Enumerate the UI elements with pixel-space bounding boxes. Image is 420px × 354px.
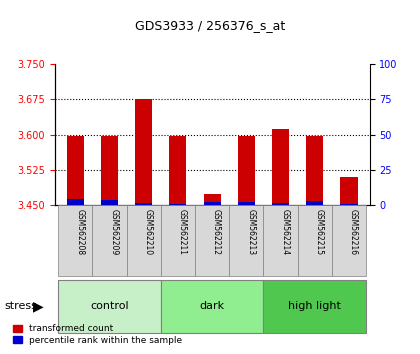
Text: GSM562212: GSM562212 [212, 209, 221, 255]
Bar [238, 201, 255, 205]
Bar [169, 204, 186, 205]
FancyBboxPatch shape [58, 280, 161, 333]
Legend: transformed count, percentile rank within the sample: transformed count, percentile rank withi… [9, 320, 187, 349]
Bar [101, 136, 118, 205]
FancyBboxPatch shape [195, 205, 229, 276]
Text: dark: dark [200, 301, 225, 311]
FancyBboxPatch shape [92, 205, 126, 276]
Text: GSM562209: GSM562209 [109, 209, 118, 255]
Bar [204, 194, 220, 205]
Bar [169, 136, 186, 205]
Text: GDS3933 / 256376_s_at: GDS3933 / 256376_s_at [135, 19, 285, 32]
Bar [101, 200, 118, 205]
Text: GSM562211: GSM562211 [178, 209, 187, 255]
Text: stress: stress [4, 301, 37, 311]
Text: control: control [90, 301, 129, 311]
FancyBboxPatch shape [161, 280, 263, 333]
Text: high light: high light [289, 301, 341, 311]
Bar [341, 204, 357, 205]
Bar [204, 202, 220, 205]
Bar [341, 177, 357, 205]
Bar [135, 99, 152, 205]
Bar [135, 203, 152, 205]
Bar [67, 199, 84, 205]
Text: GSM562216: GSM562216 [349, 209, 358, 255]
FancyBboxPatch shape [332, 205, 366, 276]
Bar [306, 136, 323, 205]
Text: GSM562215: GSM562215 [315, 209, 324, 255]
FancyBboxPatch shape [161, 205, 195, 276]
FancyBboxPatch shape [263, 280, 366, 333]
Bar [238, 136, 255, 205]
FancyBboxPatch shape [229, 205, 263, 276]
Text: GSM562210: GSM562210 [144, 209, 152, 255]
Text: GSM562213: GSM562213 [247, 209, 255, 255]
Text: GSM562208: GSM562208 [75, 209, 84, 255]
FancyBboxPatch shape [263, 205, 298, 276]
Bar [306, 201, 323, 205]
Text: ▶: ▶ [32, 299, 43, 313]
FancyBboxPatch shape [126, 205, 161, 276]
Bar [272, 129, 289, 205]
FancyBboxPatch shape [298, 205, 332, 276]
Bar [272, 203, 289, 205]
Bar [67, 136, 84, 205]
Text: GSM562214: GSM562214 [281, 209, 289, 255]
FancyBboxPatch shape [58, 205, 92, 276]
